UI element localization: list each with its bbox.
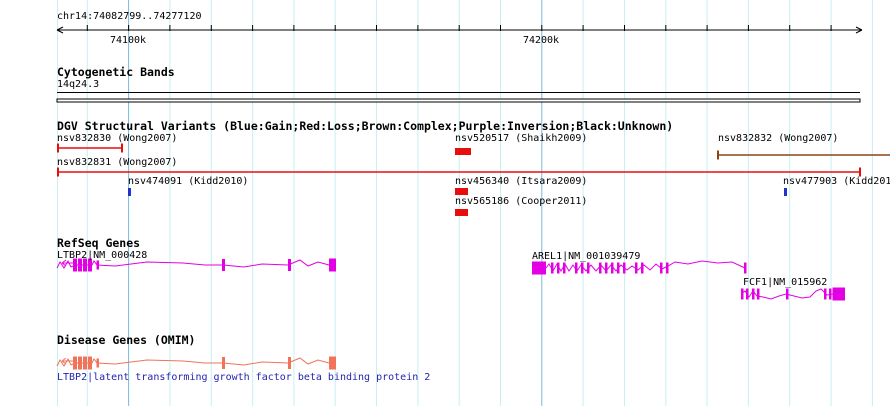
variant-label-nsv832830[interactable]: nsv832830 (Wong2007) [57,133,178,144]
gene-exon [78,356,82,370]
strand-arrow-icon [61,262,67,267]
gene-exon [666,262,669,274]
grid-lines [57,0,873,406]
gene-exon [288,357,291,369]
track-title-disease-genes-omim: Disease Genes (OMIM) [57,333,196,347]
variant-endcap [121,143,123,153]
variant-glyph-nsv474091[interactable] [128,188,131,196]
gene-exon [575,262,578,274]
gene-label-FCF1[interactable]: FCF1|NM_015962 [743,277,828,288]
gene-exon [786,288,789,300]
gene-exon [563,262,566,274]
gene-exon [623,262,626,274]
track-title-refseq-genes: RefSeq Genes [57,236,141,250]
variant-box [455,148,471,155]
gene-exon [222,259,225,271]
gene-label-LTBP2-OMIM[interactable]: LTBP2|latent transforming growth factor … [57,372,431,383]
gene-exon [757,288,760,300]
gene-glyph-LTBP2[interactable] [56,258,336,272]
gene-exon [73,356,77,370]
variant-label-nsv456340[interactable]: nsv456340 (Itsara2009) [455,176,588,187]
gene-exon [88,258,92,272]
gene-exon [557,262,560,274]
variant-glyph-nsv477903[interactable] [784,188,787,196]
variant-label-nsv565186[interactable]: nsv565186 (Cooper2011) [455,196,588,207]
strand-arrow-icon [61,259,67,264]
cytoband-label[interactable]: 14q24.3 [57,79,100,90]
gene-exon [83,258,87,272]
variant-box [455,188,468,195]
variant-glyph-nsv832831[interactable] [57,167,861,177]
variant-endcap [57,143,59,153]
variant-glyph-nsv456340[interactable] [455,188,468,195]
gene-exon [96,358,99,368]
variant-endcap [717,150,719,160]
gene-exon [829,288,832,300]
gene-exon [587,262,590,274]
gene-exon [329,258,336,272]
gene-label-AREL1[interactable]: AREL1|NM_001039479 [532,251,641,262]
right-arrow-icon [855,29,863,34]
gene-exon [288,259,291,271]
variant-glyph-nsv832830[interactable] [57,143,123,153]
gene-label-LTBP2[interactable]: LTBP2|NM_000428 [57,250,148,261]
strand-arrow-icon [61,360,67,365]
axis-tick-label-74100k: 74100k [109,35,147,46]
gene-glyph-AREL1[interactable] [532,260,747,275]
cytoband-glyph[interactable] [56,92,861,103]
gene-exon [532,261,546,275]
gene-exon [581,262,584,274]
gene-exon [824,288,827,300]
gene-intron-line [740,288,834,300]
axis-tick-label-74200k: 74200k [522,35,560,46]
gene-exon [78,258,82,272]
track-title-cytogenetic-bands: Cytogenetic Bands [57,65,175,79]
coordinate-ruler [56,25,863,34]
gene-exon [741,288,744,300]
cytoband-rect [56,98,861,103]
gene-exon [752,288,755,300]
variant-glyph-nsv520517[interactable] [455,148,471,155]
gene-glyph-LTBP2-OMIM[interactable] [56,356,336,370]
variant-box [455,209,468,216]
gene-exon [617,262,620,274]
variant-label-nsv477903[interactable]: nsv477903 (Kidd201 [783,176,890,187]
track-title-dgv-structural-variants: DGV Structural Variants (Blue:Gain;Red:L… [57,119,674,133]
gene-exon [744,262,747,274]
gene-exon [73,258,77,272]
gene-exon [746,288,749,300]
gene-exon [605,262,608,274]
left-arrow-icon [56,29,64,34]
variant-endcap [859,167,861,177]
gene-exon [660,262,663,274]
region-title: chr14:74082799..74277120 [57,11,202,22]
gene-exon [599,262,602,274]
gene-exon [329,356,336,370]
variant-glyph-nsv565186[interactable] [455,209,468,216]
gene-exon [551,262,554,274]
gene-exon [88,356,92,370]
variant-tick [784,188,787,196]
gene-exon [635,262,638,274]
gene-exon [611,262,614,274]
variant-label-nsv474091[interactable]: nsv474091 (Kidd2010) [128,176,249,187]
variant-label-nsv520517[interactable]: nsv520517 (Shaikh2009) [455,133,588,144]
right-arrow-icon [855,26,863,31]
gene-exon [832,287,845,301]
gene-exon [96,260,99,270]
gene-exon [222,357,225,369]
gene-exon [641,262,644,274]
variant-glyph-nsv832832[interactable] [717,150,890,160]
variant-label-nsv832831[interactable]: nsv832831 (Wong2007) [57,157,178,168]
variant-label-nsv832832[interactable]: nsv832832 (Wong2007) [718,133,839,144]
strand-arrow-icon [61,357,67,362]
gene-glyph-FCF1[interactable] [740,287,845,301]
left-arrow-icon [56,26,64,31]
gene-exon [83,356,87,370]
variant-endcap [57,167,59,177]
variant-tick [128,188,131,196]
